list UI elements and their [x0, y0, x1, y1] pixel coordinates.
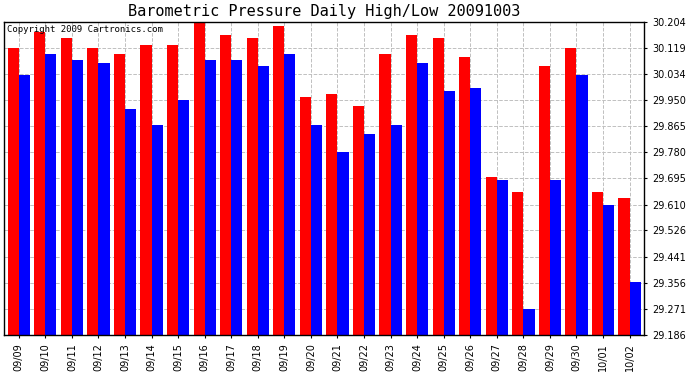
Bar	[167, 45, 178, 335]
Title: Barometric Pressure Daily High/Low 20091003: Barometric Pressure Daily High/Low 20091…	[128, 4, 520, 19]
Bar	[417, 63, 428, 335]
Bar	[337, 152, 348, 335]
Bar	[444, 91, 455, 335]
Bar	[459, 57, 471, 335]
Bar	[391, 124, 402, 335]
Bar	[486, 177, 497, 335]
Bar	[539, 66, 550, 335]
Bar	[497, 180, 508, 335]
Bar	[326, 94, 337, 335]
Bar	[576, 75, 588, 335]
Bar	[299, 97, 311, 335]
Bar	[246, 38, 258, 335]
Bar	[88, 48, 99, 335]
Bar	[273, 26, 284, 335]
Bar	[364, 134, 375, 335]
Bar	[99, 63, 110, 335]
Bar	[353, 106, 364, 335]
Bar	[140, 45, 152, 335]
Bar	[433, 38, 444, 335]
Bar	[512, 192, 523, 335]
Bar	[178, 100, 189, 335]
Bar	[220, 35, 231, 335]
Bar	[152, 124, 163, 335]
Bar	[380, 54, 391, 335]
Bar	[592, 192, 603, 335]
Bar	[231, 60, 242, 335]
Bar	[8, 48, 19, 335]
Bar	[311, 124, 322, 335]
Bar	[565, 48, 576, 335]
Bar	[125, 109, 136, 335]
Bar	[193, 23, 205, 335]
Bar	[284, 54, 295, 335]
Bar	[46, 54, 57, 335]
Bar	[72, 60, 83, 335]
Bar	[34, 32, 46, 335]
Bar	[205, 60, 216, 335]
Bar	[523, 309, 535, 335]
Bar	[550, 180, 561, 335]
Bar	[61, 38, 72, 335]
Bar	[629, 282, 641, 335]
Bar	[258, 66, 269, 335]
Bar	[406, 35, 417, 335]
Bar	[19, 75, 30, 335]
Bar	[618, 198, 629, 335]
Bar	[603, 205, 614, 335]
Bar	[114, 54, 125, 335]
Text: Copyright 2009 Cartronics.com: Copyright 2009 Cartronics.com	[8, 25, 164, 34]
Bar	[471, 88, 482, 335]
